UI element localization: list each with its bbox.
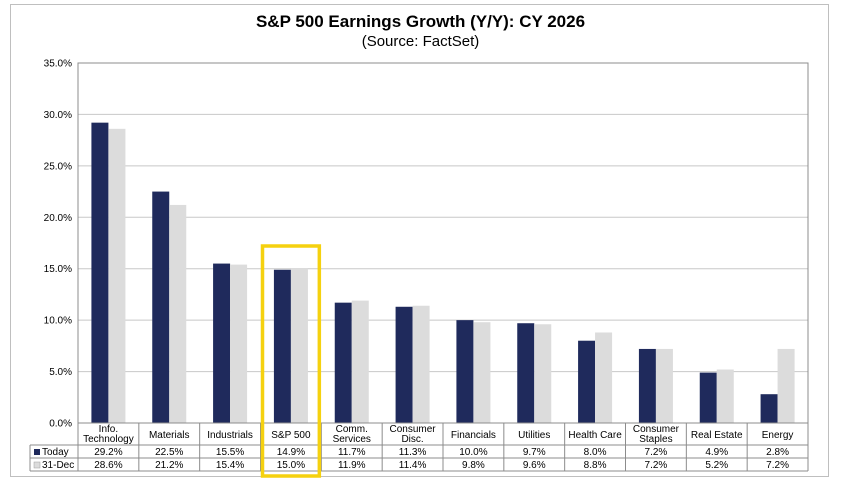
data-label: 9.8%	[462, 460, 485, 471]
data-label: 15.5%	[216, 447, 244, 458]
bar-today	[517, 323, 535, 423]
chart-subtitle: (Source: FactSet)	[361, 33, 480, 50]
bar-today	[578, 340, 596, 423]
bar-31-dec	[290, 268, 308, 423]
data-label: 22.5%	[155, 447, 183, 458]
data-label: 11.7%	[338, 447, 366, 458]
category-label: Services	[333, 434, 371, 445]
data-label: 7.2%	[645, 460, 668, 471]
bar-31-dec	[655, 348, 673, 423]
data-label: 14.9%	[277, 447, 305, 458]
legend-swatch	[33, 461, 41, 469]
bar-today	[152, 191, 170, 423]
category-label: S&P 500	[271, 430, 311, 441]
data-label: 7.2%	[766, 460, 789, 471]
legend-label: 31-Dec	[42, 460, 74, 471]
bar-today	[638, 348, 656, 423]
category-label: Financials	[451, 430, 496, 441]
chart-frame	[10, 4, 829, 477]
bar-31-dec	[595, 332, 613, 423]
data-label: 29.2%	[94, 447, 122, 458]
data-label: 10.0%	[459, 447, 487, 458]
category-label: Materials	[149, 430, 190, 441]
y-tick-label: 15.0%	[44, 264, 72, 275]
bar-31-dec	[534, 324, 552, 423]
category-label: Energy	[762, 430, 794, 441]
category-label: Staples	[639, 434, 672, 445]
bar-today	[760, 394, 778, 423]
bar-today	[456, 320, 474, 423]
category-label: Info.	[99, 424, 118, 435]
highlight-box	[260, 244, 322, 478]
data-label: 9.6%	[523, 460, 546, 471]
y-tick-label: 25.0%	[44, 161, 72, 172]
bar-31-dec	[412, 305, 430, 423]
category-label: Consumer	[633, 424, 680, 435]
bar-31-dec	[108, 128, 126, 424]
bar-today	[699, 372, 717, 423]
y-tick-label: 5.0%	[49, 367, 72, 378]
bar-today	[395, 306, 413, 423]
y-tick-label: 10.0%	[44, 316, 72, 327]
category-label: Industrials	[207, 430, 253, 441]
category-label: Comm.	[336, 424, 368, 435]
y-tick-label: 20.0%	[44, 213, 72, 224]
bar-31-dec	[716, 369, 734, 423]
bar-31-dec	[169, 204, 187, 423]
chart-title: S&P 500 Earnings Growth (Y/Y): CY 2026	[255, 12, 586, 31]
bar-today	[334, 302, 352, 423]
data-label: 4.9%	[705, 447, 728, 458]
data-label: 28.6%	[94, 460, 122, 471]
y-tick-label: 0.0%	[49, 419, 72, 430]
bar-31-dec	[351, 300, 369, 423]
data-label: 2.8%	[766, 447, 789, 458]
category-label: Disc.	[401, 434, 423, 445]
bar-today	[273, 269, 291, 423]
data-label: 21.2%	[155, 460, 183, 471]
legend-label: Today	[42, 447, 69, 458]
plot-area	[77, 62, 809, 424]
category-label: Technology	[83, 434, 134, 445]
data-label: 7.2%	[645, 447, 668, 458]
bar-today	[213, 263, 231, 423]
data-label: 11.9%	[338, 460, 366, 471]
category-label: Utilities	[518, 430, 550, 441]
data-label: 11.4%	[399, 460, 427, 471]
y-tick-label: 35.0%	[44, 59, 72, 70]
data-label: 11.3%	[399, 447, 427, 458]
data-label: 8.8%	[584, 460, 607, 471]
bar-31-dec	[473, 322, 491, 423]
category-label: Consumer	[390, 424, 437, 435]
bar-31-dec	[230, 264, 248, 423]
bar-today	[91, 122, 109, 424]
data-label: 15.0%	[277, 460, 305, 471]
y-tick-label: 30.0%	[44, 110, 72, 121]
category-label: Real Estate	[691, 430, 743, 441]
data-label: 15.4%	[216, 460, 244, 471]
legend-swatch	[34, 449, 40, 455]
data-label: 8.0%	[584, 447, 607, 458]
data-label: 9.7%	[523, 447, 546, 458]
bar-31-dec	[777, 348, 795, 423]
data-label: 5.2%	[705, 460, 728, 471]
category-label: Health Care	[568, 430, 622, 441]
